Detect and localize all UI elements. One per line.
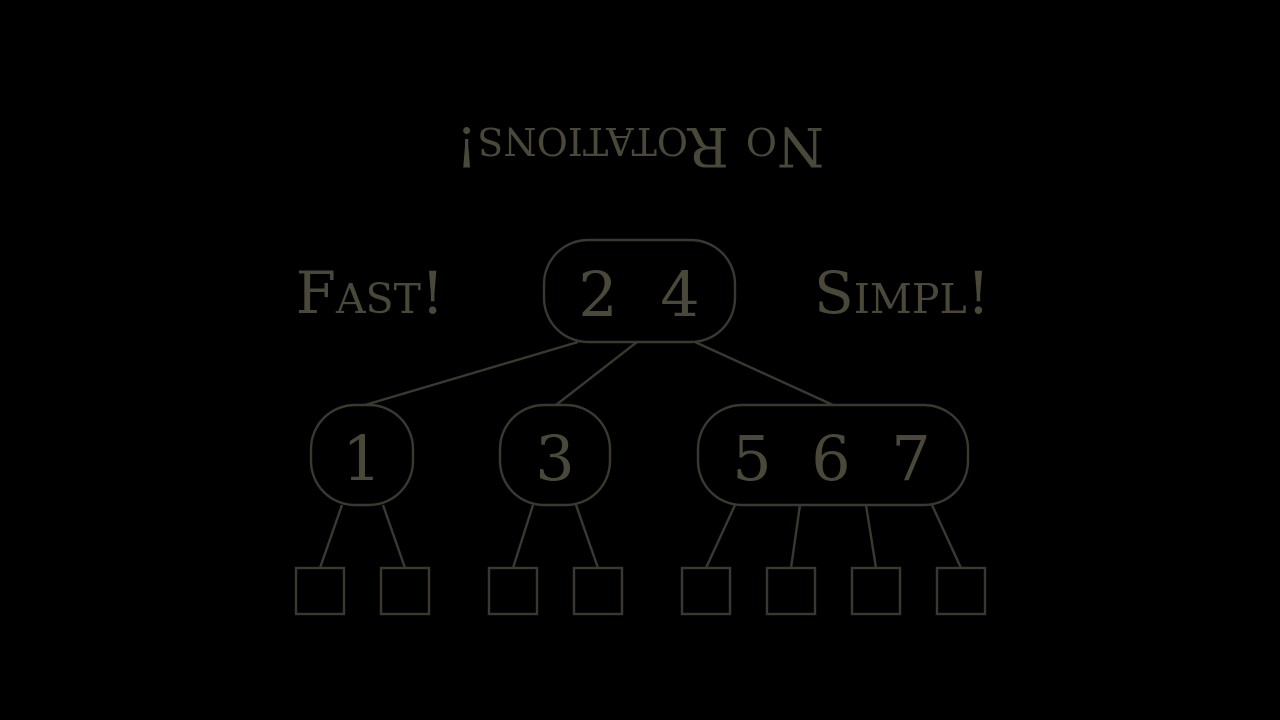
root-key-1: 2 xyxy=(578,258,617,331)
leaf-node-6 xyxy=(765,566,817,616)
leaf-edges xyxy=(318,504,963,569)
edge-node-1-leaf-2 xyxy=(381,504,407,569)
slide-title: No Rotations! xyxy=(456,115,825,178)
child-node-1: 1 xyxy=(309,403,415,507)
leaf-node-8 xyxy=(935,566,987,616)
child-node-3-key-1: 5 xyxy=(732,422,771,495)
child-node-2-outline xyxy=(498,403,612,507)
edge-node-567-leaf-1 xyxy=(704,504,737,569)
leaf-node-1 xyxy=(294,566,346,616)
edge-node-567-leaf-3 xyxy=(864,504,878,569)
left-caption: Fast! xyxy=(296,259,445,327)
leaf-node-2 xyxy=(379,566,431,616)
child-node-1-outline xyxy=(309,403,415,507)
leaf-row xyxy=(294,566,987,616)
root-node: 2 4 xyxy=(542,238,737,344)
leaf-node-7 xyxy=(850,566,902,616)
root-node-outline xyxy=(542,238,737,344)
edge-node-567-leaf-4 xyxy=(930,504,963,569)
child-node-3-key-2: 6 xyxy=(811,422,850,495)
leaf-node-5 xyxy=(680,566,732,616)
child-node-3-outline xyxy=(696,403,970,507)
root-key-2: 4 xyxy=(660,258,699,331)
child-node-2: 3 xyxy=(498,403,612,507)
child-node-3: 5 6 7 xyxy=(696,403,970,507)
edge-root-to-node-567 xyxy=(694,340,834,407)
edge-node-567-leaf-2 xyxy=(789,504,802,569)
child-node-3-key-3: 7 xyxy=(891,422,930,495)
edge-root-to-node-1 xyxy=(364,340,579,407)
child-node-1-key-1: 1 xyxy=(342,422,381,495)
leaf-node-3 xyxy=(487,566,539,616)
child-node-2-key-1: 3 xyxy=(535,422,574,495)
edge-node-1-leaf-1 xyxy=(318,504,344,569)
root-edges xyxy=(364,340,834,407)
leaf-node-4 xyxy=(572,566,624,616)
edge-node-3-leaf-2 xyxy=(574,504,600,569)
right-caption: Simpl! xyxy=(814,259,990,327)
edge-root-to-node-3 xyxy=(555,341,638,406)
edge-node-3-leaf-1 xyxy=(511,504,535,569)
